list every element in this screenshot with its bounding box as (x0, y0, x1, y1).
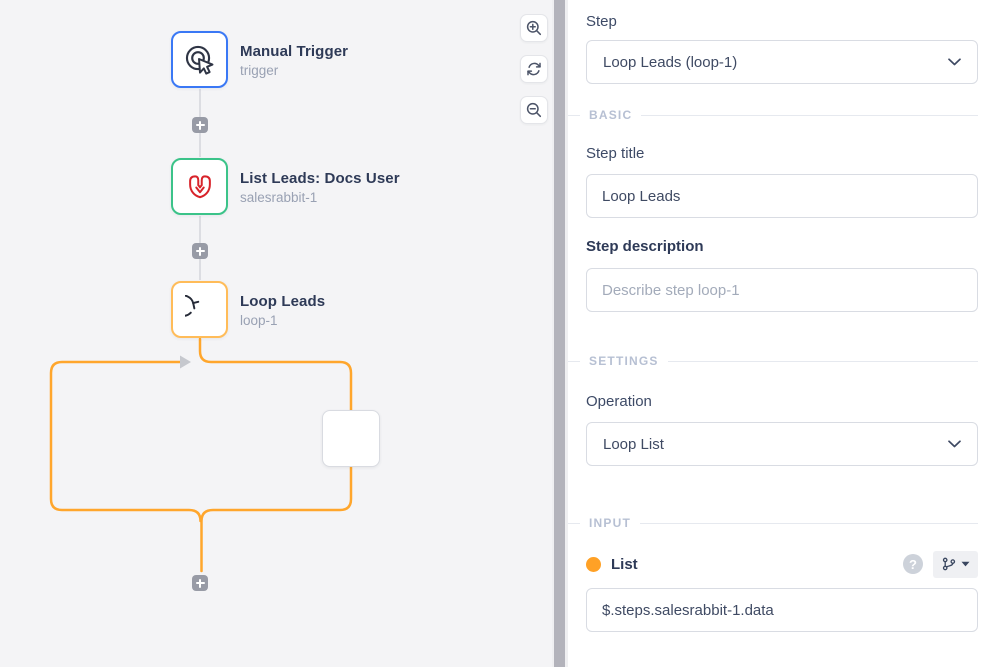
step-select-value: Loop Leads (loop-1) (603, 53, 738, 71)
node-title: Manual Trigger (240, 43, 349, 60)
section-title: INPUT (589, 516, 631, 530)
required-status-dot (586, 556, 601, 572)
refresh-button[interactable] (520, 55, 548, 83)
loop-empty-step-slot[interactable] (322, 410, 380, 467)
section-header-settings: SETTINGS (568, 353, 978, 369)
workflow-connectors (49, 89, 353, 573)
step-title-input[interactable] (586, 174, 978, 218)
step-description-label: Step description (586, 238, 704, 255)
node-title: List Leads: Docs User (240, 170, 400, 187)
node-label-group: Manual Trigger trigger (240, 42, 348, 80)
section-header-basic: BASIC (568, 107, 978, 123)
zoom-in-icon (526, 20, 542, 36)
node-label-group: Loop Leads loop-1 (240, 292, 325, 330)
workflow-canvas[interactable]: Manual Trigger trigger List Leads: Docs … (0, 0, 552, 667)
loop-return-arrow-icon (180, 355, 191, 369)
add-step-button[interactable] (192, 117, 208, 133)
list-field-row: List ? (586, 550, 978, 578)
scrollbar-thumb[interactable] (554, 0, 565, 667)
add-step-button[interactable] (192, 243, 208, 259)
step-select-label: Step (586, 13, 617, 30)
chevron-down-icon (948, 440, 961, 448)
caret-down-icon (961, 561, 969, 567)
add-step-button[interactable] (192, 575, 208, 591)
step-title-label: Step title (586, 145, 645, 162)
list-value-input[interactable] (586, 588, 978, 632)
step-properties-panel: Step Loop Leads (loop-1) BASIC Step titl… (568, 0, 1000, 667)
panel-divider (552, 0, 568, 667)
node-loop[interactable] (171, 281, 228, 338)
node-label-group: List Leads: Docs User salesrabbit-1 (240, 169, 400, 207)
step-select[interactable]: Loop Leads (loop-1) (586, 40, 978, 84)
salesrabbit-icon (188, 174, 211, 198)
jsonpath-picker-button[interactable] (933, 550, 978, 578)
zoom-in-button[interactable] (520, 14, 548, 42)
step-description-input[interactable] (586, 268, 978, 312)
list-field-label: List (611, 555, 638, 573)
branch-icon (942, 557, 955, 571)
operation-label: Operation (586, 393, 652, 410)
loop-path-return (49, 360, 202, 523)
operation-select[interactable]: Loop List (586, 422, 978, 466)
refresh-icon (527, 62, 541, 76)
node-manual-trigger[interactable] (171, 31, 228, 88)
node-title: Loop Leads (240, 293, 326, 310)
chevron-down-icon (948, 58, 961, 66)
node-salesrabbit[interactable] (171, 158, 228, 215)
section-title: BASIC (589, 108, 633, 122)
loop-icon (184, 294, 199, 317)
node-subtitle: salesrabbit-1 (240, 190, 318, 205)
help-button[interactable]: ? (903, 554, 923, 574)
zoom-out-button[interactable] (520, 96, 548, 124)
section-title: SETTINGS (589, 354, 659, 368)
node-subtitle: trigger (240, 63, 279, 78)
manual-trigger-icon (185, 45, 213, 75)
node-subtitle: loop-1 (240, 313, 278, 328)
operation-select-value: Loop List (603, 435, 664, 453)
section-header-input: INPUT (568, 515, 978, 531)
zoom-out-icon (526, 102, 542, 118)
